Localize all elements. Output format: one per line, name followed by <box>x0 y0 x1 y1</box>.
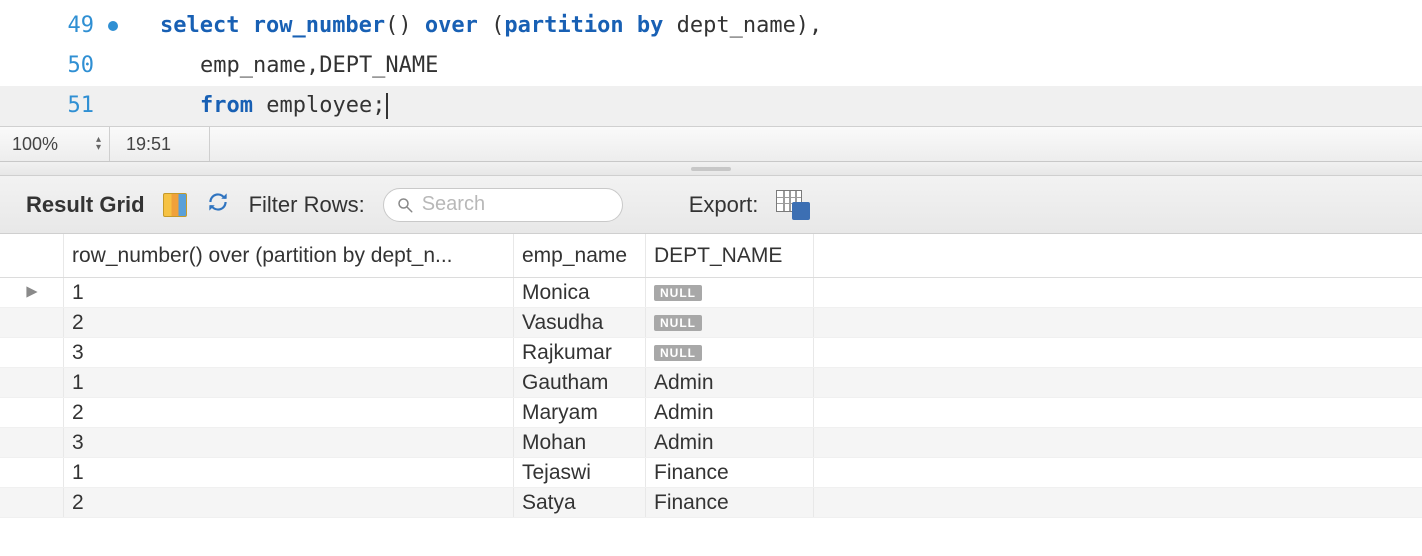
filter-search[interactable] <box>383 188 623 222</box>
table-row[interactable]: 1TejaswiFinance <box>0 458 1422 488</box>
table-row[interactable]: 2SatyaFinance <box>0 488 1422 518</box>
zoom-stepper-icon[interactable]: ▴▾ <box>96 136 101 152</box>
table-cell[interactable]: 2 <box>64 488 514 517</box>
null-badge: NULL <box>654 285 702 301</box>
table-cell[interactable]: Tejaswi <box>514 458 646 487</box>
table-cell[interactable]: NULL <box>646 308 814 337</box>
code-line[interactable]: 49select row_number() over (partition by… <box>0 6 1422 46</box>
code-line[interactable]: 51from employee; <box>0 86 1422 126</box>
pane-splitter[interactable] <box>0 162 1422 176</box>
table-cell[interactable]: 3 <box>64 338 514 367</box>
export-label: Export: <box>689 192 759 218</box>
table-cell[interactable]: NULL <box>646 278 814 307</box>
result-grid-title: Result Grid <box>26 192 145 218</box>
table-row[interactable]: 3MohanAdmin <box>0 428 1422 458</box>
table-row[interactable]: 1Monica NULL <box>0 278 1422 308</box>
table-cell[interactable]: 1 <box>64 458 514 487</box>
code-text[interactable]: from employee; <box>100 86 388 126</box>
text-caret <box>386 93 388 119</box>
column-header[interactable]: DEPT_NAME <box>646 234 814 277</box>
table-cell[interactable]: Admin <box>646 398 814 427</box>
cursor-position: 19:51 <box>110 127 210 161</box>
table-cell[interactable]: Satya <box>514 488 646 517</box>
table-cell[interactable]: Rajkumar <box>514 338 646 367</box>
null-badge: NULL <box>654 345 702 361</box>
zoom-level[interactable]: 100% ▴▾ <box>0 127 110 161</box>
line-number: 49 <box>0 6 100 46</box>
filter-search-input[interactable] <box>422 193 610 216</box>
search-icon <box>396 196 414 214</box>
table-cell[interactable]: Gautham <box>514 368 646 397</box>
table-cell[interactable]: 2 <box>64 308 514 337</box>
table-cell[interactable]: Monica <box>514 278 646 307</box>
editor-statusbar: 100% ▴▾ 19:51 <box>0 126 1422 162</box>
row-gutter[interactable] <box>0 398 64 427</box>
table-row[interactable]: 2MaryamAdmin <box>0 398 1422 428</box>
sql-editor[interactable]: 49select row_number() over (partition by… <box>0 0 1422 126</box>
code-text[interactable]: select row_number() over (partition by d… <box>100 6 822 46</box>
column-header[interactable]: row_number() over (partition by dept_n..… <box>64 234 514 277</box>
result-grid-icon[interactable] <box>163 193 187 217</box>
current-row-icon <box>25 281 39 305</box>
table-cell[interactable]: 2 <box>64 398 514 427</box>
code-line[interactable]: 50emp_name,DEPT_NAME <box>0 46 1422 86</box>
table-cell[interactable]: Vasudha <box>514 308 646 337</box>
row-gutter[interactable] <box>0 458 64 487</box>
table-cell[interactable]: Finance <box>646 488 814 517</box>
code-text[interactable]: emp_name,DEPT_NAME <box>100 46 438 86</box>
table-cell[interactable]: 3 <box>64 428 514 457</box>
table-cell[interactable]: Admin <box>646 428 814 457</box>
row-gutter-header <box>0 234 64 277</box>
row-gutter[interactable] <box>0 428 64 457</box>
table-cell[interactable]: Finance <box>646 458 814 487</box>
line-number: 50 <box>0 46 100 86</box>
table-cell[interactable]: NULL <box>646 338 814 367</box>
zoom-value: 100% <box>12 134 58 155</box>
row-gutter[interactable] <box>0 338 64 367</box>
table-row[interactable]: 1GauthamAdmin <box>0 368 1422 398</box>
result-grid[interactable]: row_number() over (partition by dept_n..… <box>0 234 1422 518</box>
export-icon[interactable] <box>776 190 810 220</box>
table-row[interactable]: 2Vasudha NULL <box>0 308 1422 338</box>
table-row[interactable]: 3Rajkumar NULL <box>0 338 1422 368</box>
breakpoint-icon[interactable] <box>108 21 118 31</box>
grid-header-row: row_number() over (partition by dept_n..… <box>0 234 1422 278</box>
filter-rows-label: Filter Rows: <box>249 192 365 218</box>
line-number: 51 <box>0 86 100 126</box>
row-gutter[interactable] <box>0 368 64 397</box>
row-gutter[interactable] <box>0 488 64 517</box>
row-gutter[interactable] <box>0 308 64 337</box>
table-cell[interactable]: Maryam <box>514 398 646 427</box>
row-gutter[interactable] <box>0 278 64 307</box>
table-cell[interactable]: 1 <box>64 368 514 397</box>
null-badge: NULL <box>654 315 702 331</box>
cursor-position-value: 19:51 <box>126 134 171 155</box>
results-toolbar: Result Grid Filter Rows: Export: <box>0 176 1422 234</box>
table-cell[interactable]: Admin <box>646 368 814 397</box>
column-header[interactable]: emp_name <box>514 234 646 277</box>
table-cell[interactable]: 1 <box>64 278 514 307</box>
refresh-icon[interactable] <box>205 189 231 221</box>
table-cell[interactable]: Mohan <box>514 428 646 457</box>
